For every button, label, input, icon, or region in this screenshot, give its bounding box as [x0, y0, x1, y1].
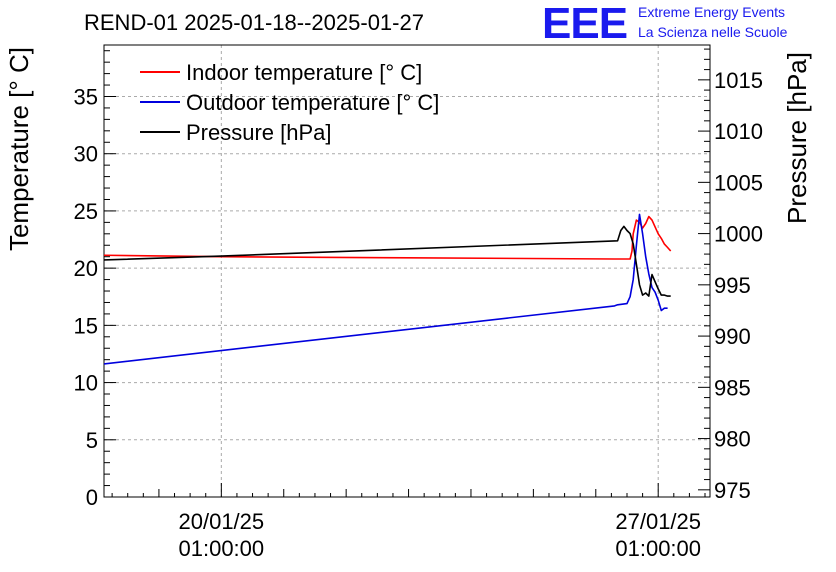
- left-tick-label: 5: [86, 428, 98, 453]
- pressure-line: [104, 225, 671, 297]
- legend-outdoor-label: Outdoor temperature [° C]: [186, 90, 439, 115]
- right-tick-label: 980: [714, 427, 751, 452]
- left-tick-label: 15: [74, 313, 98, 338]
- right-tick-label: 1015: [714, 68, 763, 93]
- indoor-temperature-line: [104, 215, 672, 260]
- right-tick-label: 985: [714, 375, 751, 400]
- x-tick-label-date: 27/01/25: [615, 509, 701, 534]
- left-tick-label: 20: [74, 256, 98, 281]
- right-tick-label: 975: [714, 478, 751, 503]
- left-tick-label: 10: [74, 371, 98, 396]
- legend-indoor-label: Indoor temperature [° C]: [186, 60, 422, 85]
- y-axis-title: Temperature [° C]: [4, 47, 34, 251]
- left-tick-label: 0: [86, 485, 98, 510]
- x-tick-label-time: 01:00:00: [615, 536, 701, 561]
- right-tick-label: 1000: [714, 222, 763, 247]
- left-tick-label: 30: [74, 142, 98, 167]
- left-tick-label: 35: [74, 84, 98, 109]
- brand-line-2: La Scienza nelle Scuole: [638, 24, 788, 40]
- chart-title: REND-01 2025-01-18--2025-01-27: [84, 10, 424, 35]
- plot-frame: [103, 44, 711, 498]
- brand-line-1: Extreme Energy Events: [638, 4, 786, 20]
- right-tick-label: 990: [714, 324, 751, 349]
- outdoor-temperature-line: [104, 213, 668, 365]
- right-tick-label: 1010: [714, 119, 763, 144]
- right-tick-label: 995: [714, 273, 751, 298]
- x-tick-label-time: 01:00:00: [179, 536, 265, 561]
- legend-pressure-label: Pressure [hPa]: [186, 120, 332, 145]
- eee-logo: EEE: [542, 0, 628, 48]
- y2-axis-title: Pressure [hPa]: [782, 52, 812, 224]
- right-tick-label: 1005: [714, 170, 763, 195]
- left-tick-label: 25: [74, 199, 98, 224]
- x-tick-label-date: 20/01/25: [179, 509, 265, 534]
